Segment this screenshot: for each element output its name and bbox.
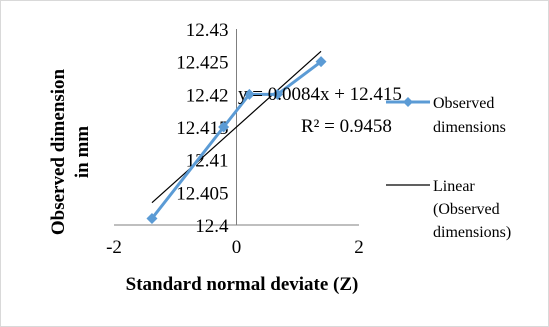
trendline: [151, 50, 322, 204]
y-tick-label: 12.4: [195, 216, 229, 237]
legend-trendline-label-line-1: Linear: [433, 178, 475, 195]
legend-series-label-line-2: dimensions: [433, 119, 506, 136]
data-point: [315, 56, 327, 68]
data-point: [243, 88, 255, 100]
x-tick-label: -2: [106, 237, 122, 258]
series-layer: [146, 56, 327, 224]
trendline-layer: [151, 50, 322, 204]
x-axis-title: Standard normal deviate (Z): [126, 274, 359, 295]
r-squared-value: R² = 0.9458: [301, 116, 392, 137]
x-tick-label: 2: [354, 237, 364, 258]
legend-series-marker: [403, 97, 413, 107]
legend-trendline-label-line-2: (Observed: [433, 201, 500, 218]
y-tick-label: 12.42: [186, 85, 229, 106]
data-point: [218, 121, 230, 133]
y-axis-title-line-2: in mm: [72, 126, 93, 178]
trendline-equation: y = 0.0084x + 12.415: [238, 84, 402, 105]
legend: Observed dimensions Linear (Observed dim…: [386, 95, 511, 241]
y-tick-label: 12.405: [176, 183, 228, 204]
data-point: [146, 212, 158, 224]
y-axis-title-line-1: Observed dimension: [48, 68, 69, 235]
legend-series-label-line-1: Observed: [433, 95, 494, 112]
y-tick-label: 12.41: [186, 151, 229, 172]
y-tick-label: 12.415: [176, 118, 228, 139]
y-tick-label: 12.43: [186, 20, 229, 41]
axes: 12.4 12.405 12.41 12.415 12.42 12.425 12.43 -2 0…: [106, 20, 364, 258]
x-tick-label: 0: [232, 237, 242, 258]
legend-trendline-label-line-3: dimensions): [433, 224, 511, 241]
y-tick-label: 12.425: [176, 53, 228, 74]
data-point: [272, 88, 284, 100]
